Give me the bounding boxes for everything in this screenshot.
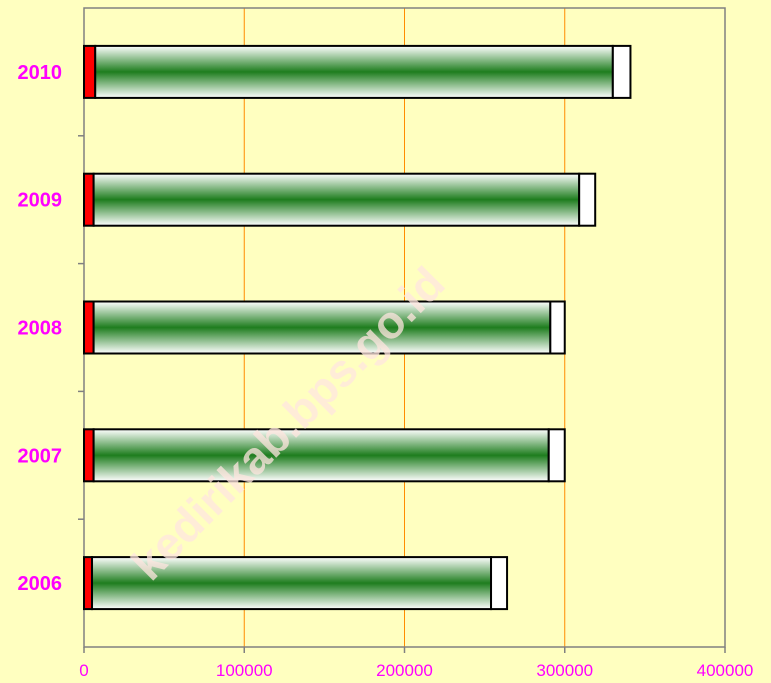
- bar-segment-2008-1: [92, 300, 552, 355]
- x-tick-label: 300000: [536, 661, 593, 680]
- x-tick-label: 400000: [697, 661, 754, 680]
- bar-segment-2007-0: [83, 428, 95, 483]
- y-category-label: 2006: [18, 573, 63, 595]
- bar-segment-2009-2: [578, 172, 597, 227]
- bar-segment-2009-0: [83, 172, 95, 227]
- bar-segment-2007-2: [547, 428, 566, 483]
- y-category-label: 2010: [18, 62, 63, 84]
- bar-segment-2006-2: [490, 556, 509, 611]
- y-category-label: 2009: [18, 190, 63, 212]
- bars: [83, 44, 632, 611]
- y-category-label: 2007: [18, 445, 63, 467]
- bar-segment-2009-1: [92, 172, 581, 227]
- bar-segment-2010-1: [94, 44, 614, 99]
- y-category-label: 2008: [18, 318, 63, 340]
- bar-segment-2010-0: [83, 44, 97, 99]
- bar-segment-2007-1: [92, 428, 550, 483]
- x-tick-label: 200000: [376, 661, 433, 680]
- x-tick-label: 100000: [216, 661, 273, 680]
- bar-segment-2010-2: [611, 44, 632, 99]
- bar-segment-2008-0: [83, 300, 95, 355]
- labels: 0 100000 200000 300000 400000 2006 2007 2008 200…: [18, 62, 754, 680]
- bar-segment-2008-2: [549, 300, 566, 355]
- bar-segment-2006-1: [91, 556, 493, 611]
- x-tick-label: 0: [79, 661, 88, 680]
- bar-segment-2006-0: [83, 556, 94, 611]
